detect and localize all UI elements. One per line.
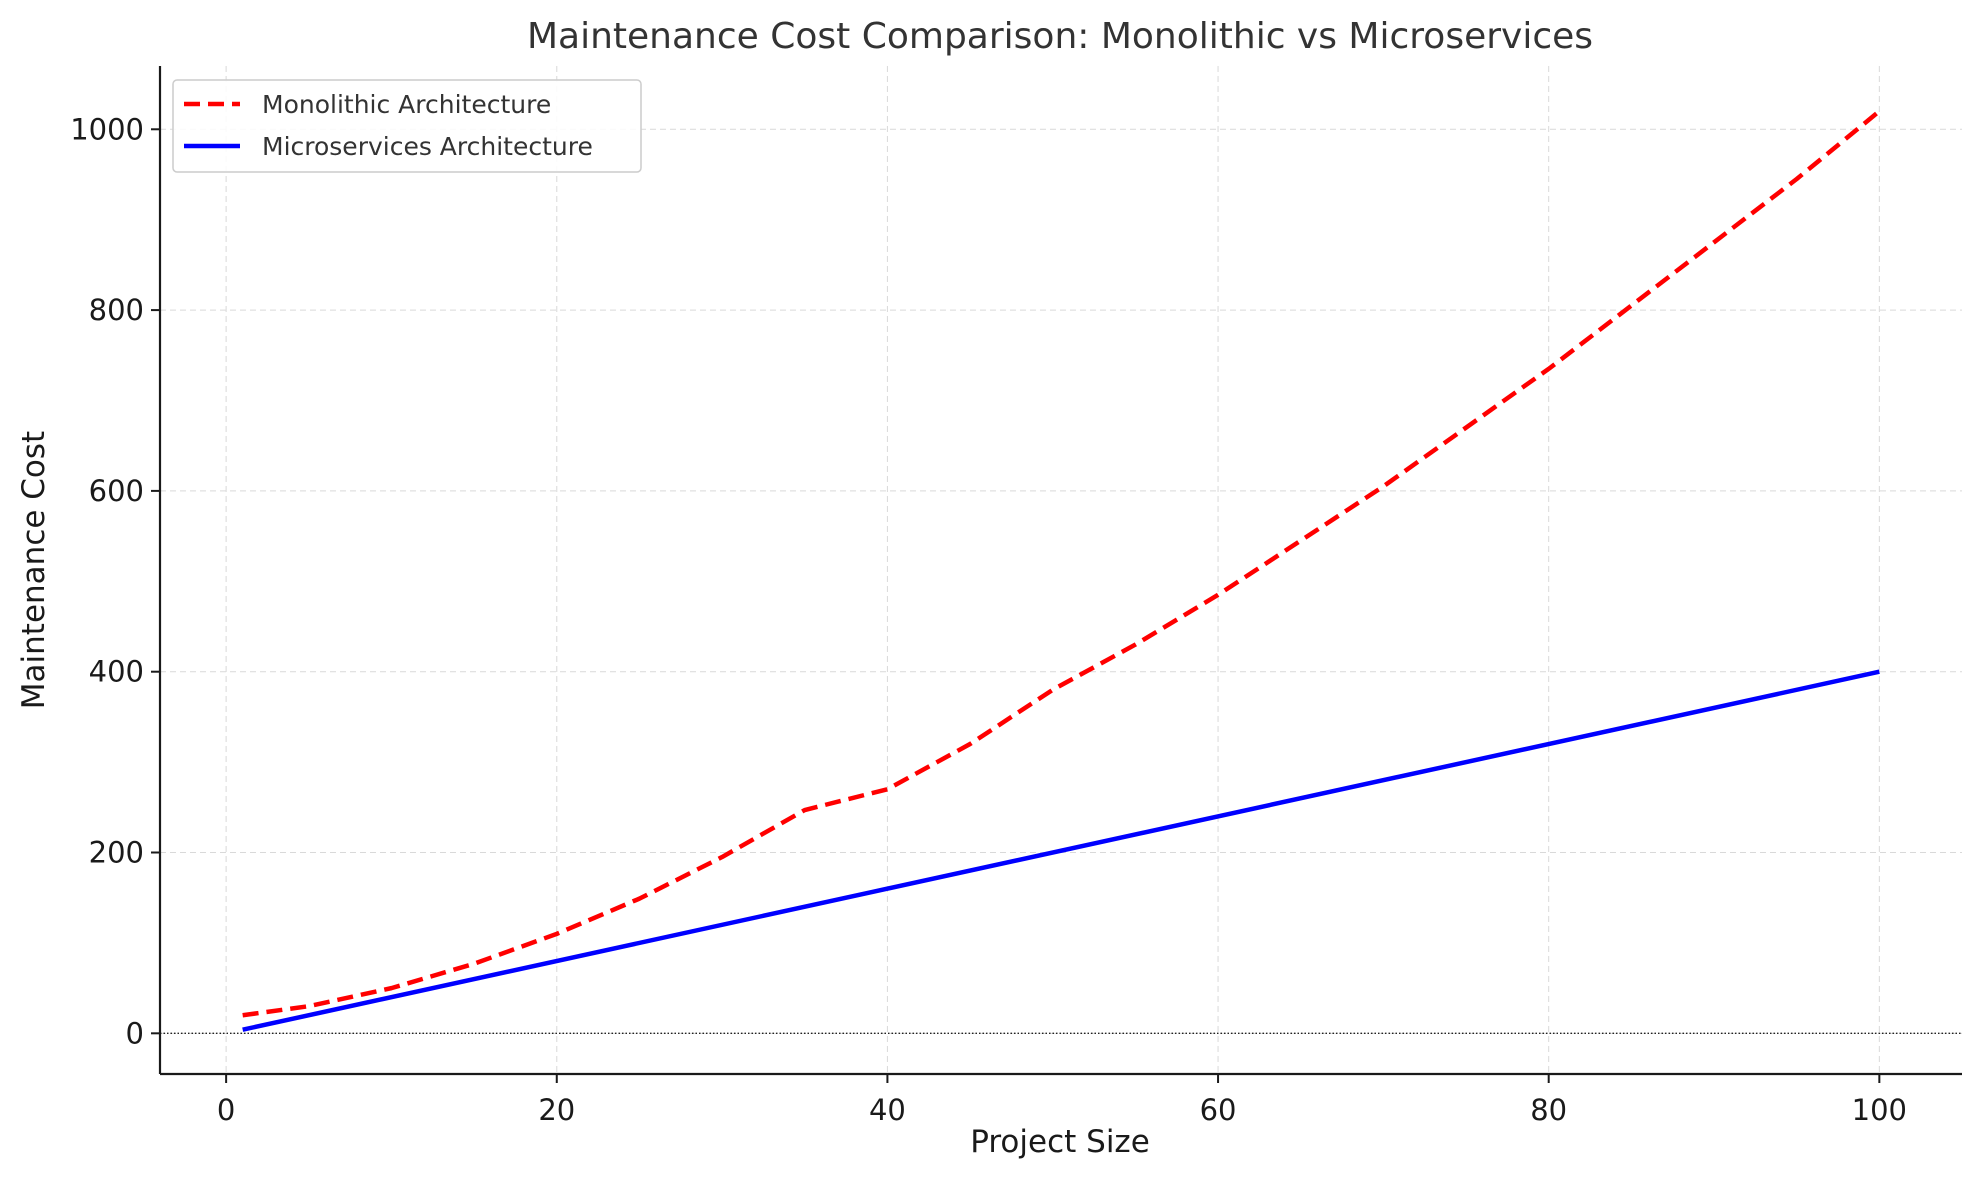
- legend-label-monolithic: Monolithic Architecture: [262, 90, 551, 119]
- y-tick-label: 800: [89, 293, 144, 327]
- y-tick-label: 200: [89, 836, 144, 870]
- series-line-monolithic-architecture: [242, 109, 1881, 1018]
- axes: [158, 66, 1962, 1076]
- y-tick-label: 600: [89, 474, 144, 508]
- legend: Monolithic Architecture Microservices Ar…: [172, 79, 642, 173]
- x-tick-label: 80: [1530, 1093, 1567, 1127]
- y-tick-label: 0: [126, 1016, 144, 1050]
- x-tick-label: 40: [869, 1093, 906, 1127]
- grid-lines: [160, 66, 1962, 1074]
- y-tick-label: 1000: [70, 112, 144, 146]
- x-tick-label: 0: [217, 1093, 235, 1127]
- y-tick-label: 400: [89, 655, 144, 689]
- series-line-microservices-architecture: [242, 669, 1880, 1032]
- legend-label-microservices: Microservices Architecture: [262, 132, 593, 161]
- chart-title: Maintenance Cost Comparison: Monolithic …: [527, 16, 1593, 57]
- y-axis-label: Maintenance Cost: [16, 431, 52, 709]
- series-lines: [242, 109, 1881, 1032]
- x-tick-label: 100: [1852, 1093, 1907, 1127]
- x-axis-label: Project Size: [970, 1124, 1150, 1160]
- x-tick-label: 60: [1200, 1093, 1237, 1127]
- legend-frame: [172, 79, 642, 173]
- x-tick-label: 20: [538, 1093, 575, 1127]
